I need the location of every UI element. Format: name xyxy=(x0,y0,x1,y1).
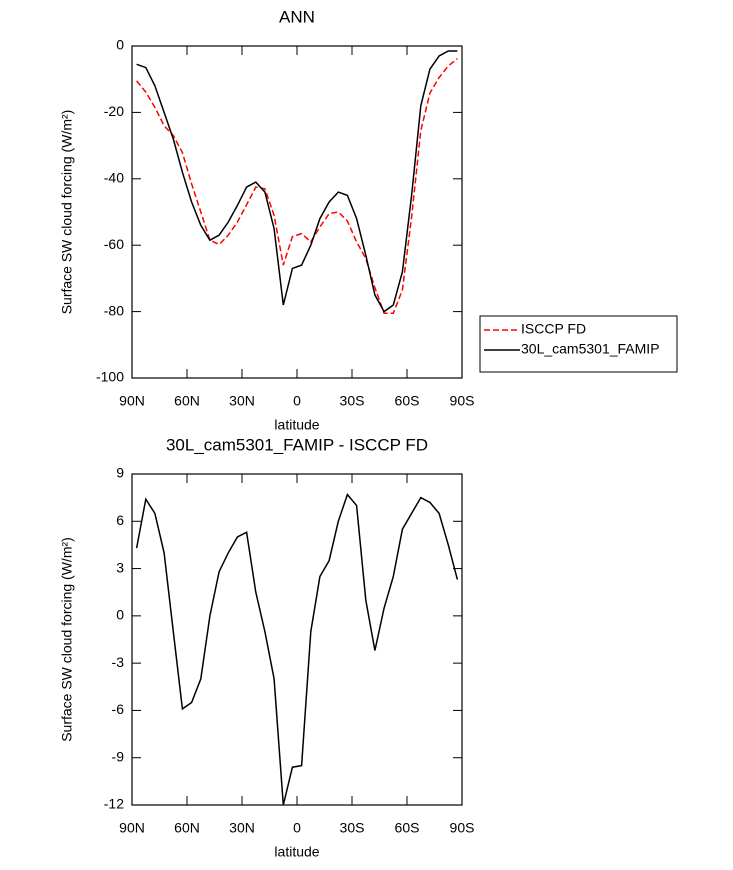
data-line xyxy=(136,50,458,313)
y-axis-label: Surface SW cloud forcing (W/m²) xyxy=(59,110,75,315)
y-tick-label: 0 xyxy=(116,37,124,53)
y-tick-label: -12 xyxy=(104,796,124,812)
x-tick-label: 90N xyxy=(119,820,145,836)
data-line xyxy=(136,58,458,315)
x-tick-label: 30S xyxy=(340,820,365,836)
x-tick-label: 90S xyxy=(450,820,475,836)
plot-frame xyxy=(131,45,463,379)
x-axis-label: latitude xyxy=(274,417,319,433)
x-axis-label: latitude xyxy=(274,844,319,860)
y-tick-label: -40 xyxy=(104,170,124,186)
y-tick-label: -100 xyxy=(96,369,124,385)
y-axis-label: Surface SW cloud forcing (W/m²) xyxy=(59,537,75,742)
x-tick-label: 60N xyxy=(174,820,200,836)
x-tick-label: 30N xyxy=(229,820,255,836)
y-tick-label: -3 xyxy=(112,654,125,670)
y-tick-label: 3 xyxy=(116,559,124,575)
x-tick-label: 0 xyxy=(293,820,301,836)
x-tick-label: 30S xyxy=(340,393,365,409)
x-tick-label: 0 xyxy=(293,393,301,409)
x-tick-label: 90N xyxy=(119,393,145,409)
data-line xyxy=(135,492,459,806)
x-tick-label: 60N xyxy=(174,393,200,409)
y-tick-label: -9 xyxy=(112,748,125,764)
y-tick-label: -6 xyxy=(112,701,125,717)
y-tick-label: -80 xyxy=(104,302,124,318)
y-tick-label: 0 xyxy=(116,607,124,623)
x-tick-label: 60S xyxy=(395,820,420,836)
chart-title: 30L_cam5301_FAMIP - ISCCP FD xyxy=(166,435,428,454)
y-tick-label: -20 xyxy=(104,103,124,119)
legend-label: 30L_cam5301_FAMIP xyxy=(521,341,660,357)
chart-title: ANN xyxy=(279,7,315,26)
legend-box xyxy=(479,315,678,373)
plot-frame xyxy=(131,473,463,806)
legend-label: ISCCP FD xyxy=(521,321,586,337)
x-tick-label: 30N xyxy=(229,393,255,409)
y-tick-label: -60 xyxy=(104,236,124,252)
y-tick-label: 6 xyxy=(116,512,124,528)
x-tick-label: 60S xyxy=(395,393,420,409)
x-tick-label: 90S xyxy=(450,393,475,409)
y-tick-label: 9 xyxy=(116,465,124,481)
